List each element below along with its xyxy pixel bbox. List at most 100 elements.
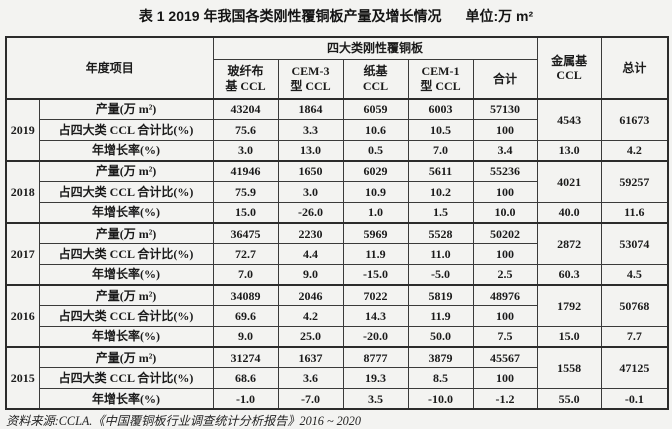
production-value: 55236: [472, 160, 538, 183]
row-label-growth: 年增长率(%): [38, 201, 214, 224]
production-value: 2230: [277, 222, 344, 245]
production-value: 5969: [342, 222, 409, 245]
header-subcolumn: CEM-3 型 CCL: [277, 58, 344, 100]
row-share: 占四大类 CCL 合计比(%) 69.6 4.2 14.3 11.9 100: [6, 305, 668, 328]
grand-total-growth: -0.1: [600, 388, 669, 410]
share-value: 72.7: [212, 243, 279, 265]
growth-value: 9.0: [212, 326, 279, 348]
share-value: 100: [472, 243, 538, 265]
share-value: 100: [472, 181, 538, 203]
share-value: 75.6: [212, 119, 279, 141]
year-label: 2015: [5, 346, 40, 410]
metal-base-growth: 40.0: [536, 201, 602, 224]
row-production: 2015 产量(万 m²) 31274 1637 8777 3879 45567 1558 47…: [5, 346, 669, 410]
header-subcolumn: 玻纤布 基 CCL: [212, 58, 279, 100]
share-value: 8.5: [407, 367, 474, 390]
row-label-production: 产量(万 m²): [38, 98, 214, 121]
row-label-production: 产量(万 m²): [38, 222, 214, 245]
ccl-table: 年度项目 四大类刚性覆铜板 金属基 CCL 总计 玻纤布 基 CCL CEM-3 型 CC…: [5, 36, 670, 411]
growth-value: 3.0: [212, 139, 279, 162]
share-value: 11.9: [407, 305, 474, 328]
share-value: 3.6: [277, 367, 344, 390]
growth-value: 13.0: [277, 139, 344, 162]
row-share: 占四大类 CCL 合计比(%) 75.9 3.0 10.9 10.2 100: [6, 181, 668, 203]
row-growth: 年增长率(%) -1.0 -7.0 3.5 -10.0 -1.2 55.0 -0.1: [6, 388, 669, 410]
share-value: 11.0: [407, 243, 474, 265]
row-label-share: 占四大类 CCL 合计比(%): [38, 305, 214, 328]
row-share: 占四大类 CCL 合计比(%) 75.6 3.3 10.6 10.5 100: [6, 119, 668, 141]
growth-value: 0.5: [342, 139, 409, 162]
header-row-subcolumns: 玻纤布 基 CCL CEM-3 型 CCL 纸基 CCL CEM-1 型 CCL 合计: [6, 58, 668, 100]
row-label-production: 产量(万 m²): [38, 160, 214, 183]
share-value: 100: [472, 119, 538, 141]
production-value: 2046: [277, 284, 344, 307]
share-value: 10.9: [342, 181, 409, 203]
header-subcolumn: 合计: [472, 58, 538, 100]
share-value: 100: [472, 305, 538, 328]
production-value: 5528: [407, 222, 474, 245]
production-value: 5819: [407, 284, 474, 307]
production-value: 1864: [277, 98, 344, 121]
row-growth: 年增长率(%) 3.0 13.0 0.5 7.0 3.4 13.0 4.2: [6, 139, 669, 162]
growth-value: 10.0: [472, 201, 538, 224]
share-value: 10.2: [407, 181, 474, 203]
production-value: 3879: [407, 346, 474, 369]
row-label-share: 占四大类 CCL 合计比(%): [38, 119, 214, 141]
row-production: 2018 产量(万 m²) 41946 1650 6029 5611 55236 4021 59…: [5, 160, 669, 224]
production-value: 8777: [342, 346, 409, 369]
growth-value: -1.2: [472, 388, 538, 410]
grand-total-value: 59257: [600, 160, 669, 203]
metal-base-value: 1792: [536, 284, 602, 328]
row-label-growth: 年增长率(%): [38, 264, 214, 286]
header-subcolumn: 纸基 CCL: [342, 58, 409, 100]
year-label: 2017: [5, 222, 40, 286]
share-value: 3.0: [277, 181, 344, 203]
production-value: 41946: [212, 160, 279, 183]
growth-value: 15.0: [212, 201, 279, 224]
row-label-growth: 年增长率(%): [38, 139, 214, 162]
row-label-growth: 年增长率(%): [38, 388, 214, 410]
growth-value: 3.5: [342, 388, 409, 410]
row-growth: 年增长率(%) 9.0 25.0 -20.0 50.0 7.5 15.0 7.7: [6, 326, 669, 348]
production-value: 5611: [407, 160, 474, 183]
grand-total-growth: 7.7: [600, 326, 669, 348]
table-title: 表 1 2019 年我国各类刚性覆铜板产量及增长情况 单位:万 m²: [0, 6, 672, 26]
metal-base-value: 1558: [536, 346, 602, 390]
production-value: 43204: [212, 98, 279, 121]
row-label-production: 产量(万 m²): [38, 284, 214, 307]
growth-value: -5.0: [407, 264, 474, 286]
growth-value: -26.0: [277, 201, 344, 224]
row-production: 2016 产量(万 m²) 34089 2046 7022 5819 48976 1792 50…: [5, 284, 669, 348]
production-value: 31274: [212, 346, 279, 369]
year-label: 2016: [5, 284, 40, 348]
share-value: 11.9: [342, 243, 409, 265]
grand-total-value: 53074: [600, 222, 669, 266]
growth-value: 1.0: [342, 201, 409, 224]
row-label-share: 占四大类 CCL 合计比(%): [38, 367, 214, 390]
metal-base-growth: 13.0: [536, 139, 602, 162]
header-four-types-group: 四大类刚性覆铜板: [212, 36, 538, 60]
row-production: 2019 产量(万 m²) 43204 1864 6059 6003 57130 4543 61…: [5, 97, 669, 162]
production-value: 45567: [472, 346, 538, 369]
share-value: 19.3: [342, 367, 409, 390]
share-value: 75.9: [212, 181, 279, 203]
row-label-share: 占四大类 CCL 合计比(%): [38, 181, 214, 203]
metal-base-growth: 15.0: [536, 326, 602, 348]
grand-total-value: 50768: [600, 284, 669, 328]
header-metal-base-ccl: 金属基 CCL: [536, 36, 602, 100]
share-value: 3.3: [277, 119, 344, 141]
growth-value: 7.0: [212, 264, 279, 286]
production-value: 7022: [342, 284, 409, 307]
grand-total-value: 61673: [600, 97, 669, 141]
production-value: 1650: [277, 160, 344, 183]
production-value: 50202: [472, 222, 538, 245]
growth-value: 50.0: [407, 326, 474, 348]
year-label: 2019: [5, 97, 40, 162]
growth-value: 7.0: [407, 139, 474, 162]
growth-value: -1.0: [212, 388, 279, 410]
growth-value: 1.5: [407, 201, 474, 224]
row-growth: 年增长率(%) 7.0 9.0 -15.0 -5.0 2.5 60.3 4.5: [6, 264, 669, 286]
growth-value: -15.0: [342, 264, 409, 286]
metal-base-growth: 55.0: [536, 388, 602, 410]
growth-value: 7.5: [472, 326, 538, 348]
